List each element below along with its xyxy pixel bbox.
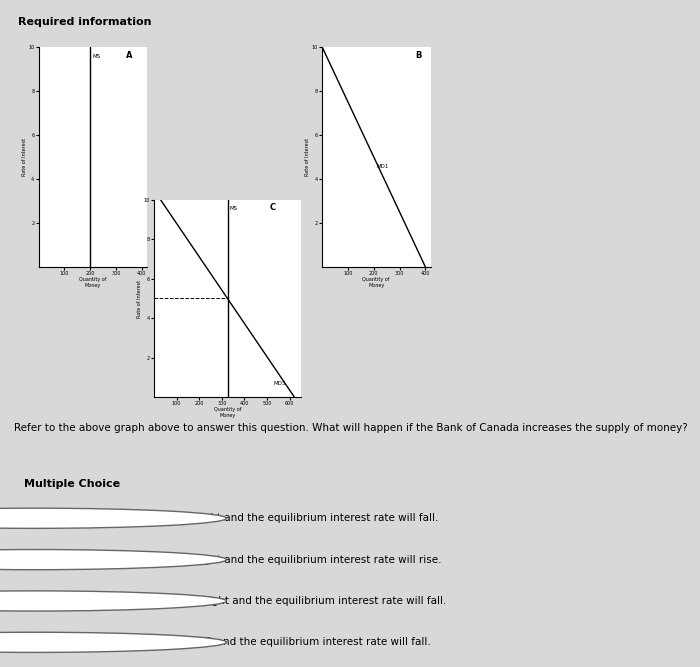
Y-axis label: Rate of Interest: Rate of Interest	[305, 137, 310, 176]
X-axis label: Quantity of
Money: Quantity of Money	[363, 277, 390, 288]
Text: A: A	[126, 51, 133, 59]
Y-axis label: Rate of Interest: Rate of Interest	[22, 137, 27, 176]
Text: B: B	[415, 51, 421, 59]
Text: MS: MS	[92, 54, 101, 59]
Circle shape	[0, 550, 227, 570]
Text: The MD3 curve would shift right and the equilibrium interest rate will fall.: The MD3 curve would shift right and the …	[62, 596, 447, 606]
Text: Required information: Required information	[18, 17, 151, 27]
Text: The MS curve would shift right and the equilibrium interest rate will rise.: The MS curve would shift right and the e…	[62, 555, 442, 564]
Text: The MS curve would shift right and the equilibrium interest rate will fall.: The MS curve would shift right and the e…	[62, 514, 438, 523]
Y-axis label: Rate of Interest: Rate of Interest	[137, 279, 142, 317]
Text: MD3: MD3	[274, 381, 286, 386]
Text: Refer to the above graph above to answer this question. What will happen if the : Refer to the above graph above to answer…	[14, 424, 687, 434]
X-axis label: Quantity of
Money: Quantity of Money	[214, 408, 242, 418]
Text: Multiple Choice: Multiple Choice	[24, 480, 120, 489]
Circle shape	[0, 508, 227, 528]
Circle shape	[0, 591, 227, 611]
Text: MD1: MD1	[377, 164, 389, 169]
Text: The MS curve would shift left and the equilibrium interest rate will fall.: The MS curve would shift left and the eq…	[62, 638, 430, 647]
X-axis label: Quantity of
Money: Quantity of Money	[79, 277, 106, 288]
Text: C: C	[270, 203, 276, 212]
Text: MS: MS	[230, 206, 238, 211]
Circle shape	[0, 632, 227, 652]
